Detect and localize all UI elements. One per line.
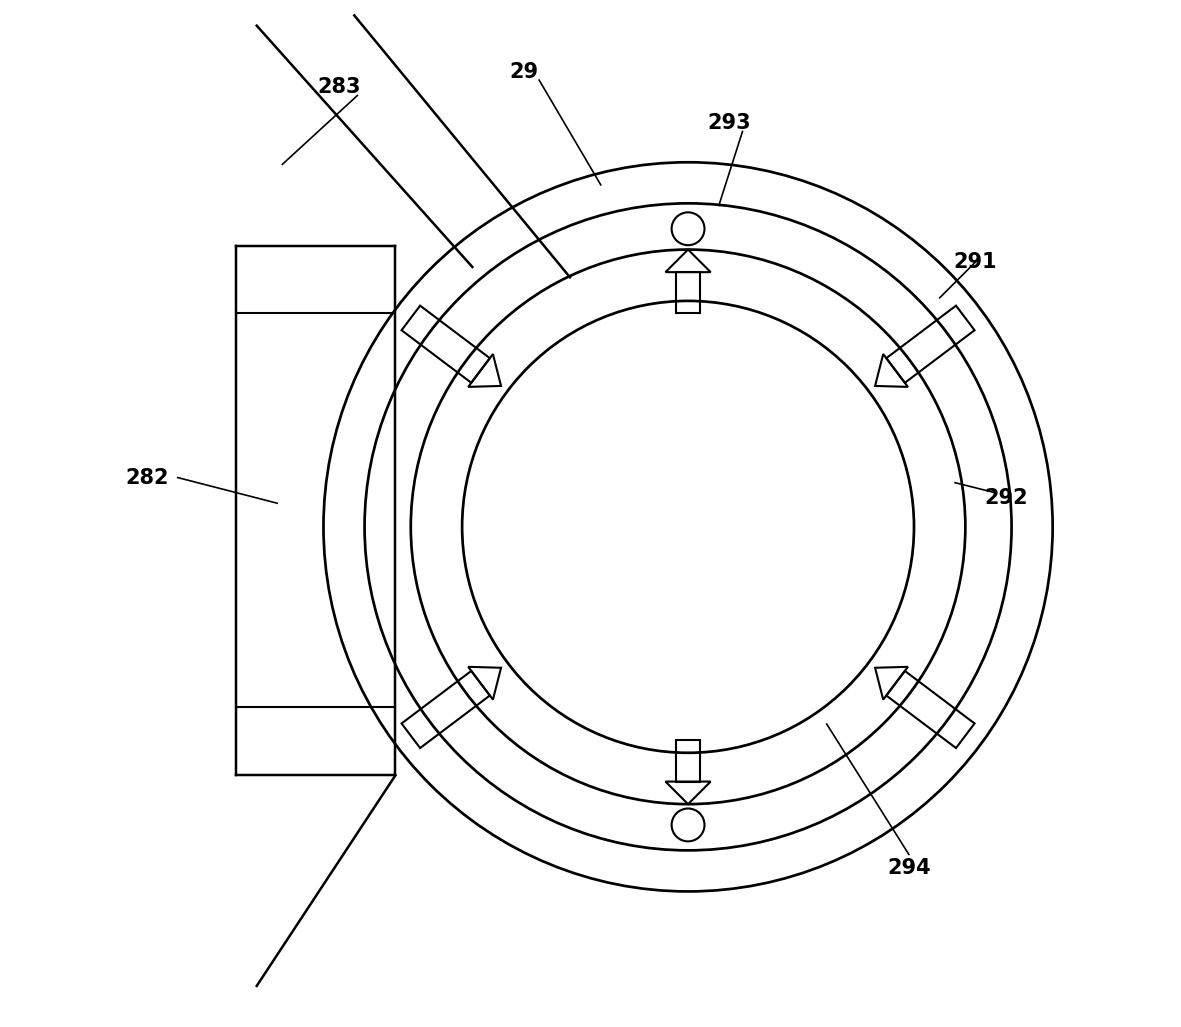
Text: 291: 291 <box>954 252 998 272</box>
Text: 283: 283 <box>318 77 360 98</box>
Text: 293: 293 <box>707 113 751 134</box>
Text: 294: 294 <box>887 858 931 878</box>
Text: 29: 29 <box>509 62 539 82</box>
Text: 292: 292 <box>985 488 1029 508</box>
Text: 282: 282 <box>125 467 169 488</box>
